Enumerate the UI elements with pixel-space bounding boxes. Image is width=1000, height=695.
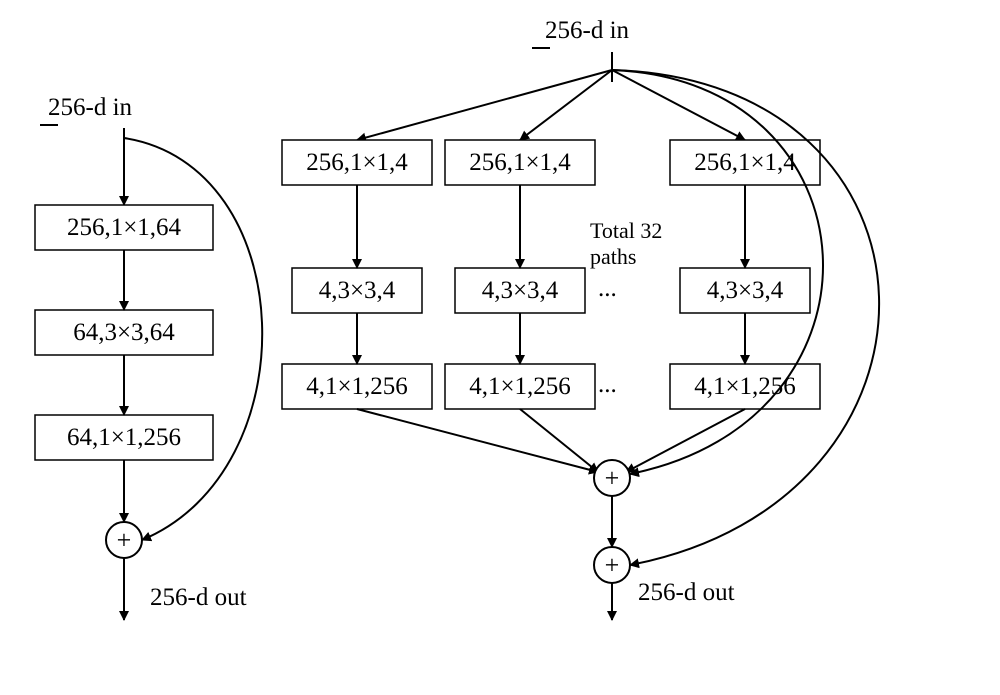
right-sum-1-plus: +: [605, 464, 620, 493]
right-col2-box1-label: 256,1×1,4: [469, 149, 571, 176]
right-input-label: 256-d in: [545, 17, 630, 44]
left-box-1-label: 256,1×1,64: [67, 214, 182, 241]
right-col1-box2-label: 4,3×3,4: [319, 277, 396, 304]
left-sum-plus: +: [117, 526, 132, 555]
right-col2-box3-label: 4,1×1,256: [469, 373, 571, 400]
resnext-diagram: 256-d in 256,1×1,64 64,3×3,64 64,1×1,256 +25…: [0, 0, 1000, 695]
right-split-1: [357, 70, 612, 140]
right-merge-1: [357, 409, 598, 472]
right-annotation-line1: Total 32: [590, 218, 662, 243]
right-sum-2-plus: +: [605, 551, 620, 580]
left-input-label: 256-d in: [48, 94, 133, 121]
right-output-label: 256-d out: [638, 579, 735, 606]
right-col2-box2-label: 4,3×3,4: [482, 277, 559, 304]
right-ellipsis-1: ...: [598, 275, 617, 302]
right-ellipsis-2: ...: [598, 371, 617, 398]
right-col1-box3-label: 4,1×1,256: [306, 373, 408, 400]
left-box-2-label: 64,3×3,64: [73, 319, 175, 346]
right-col3-box1-label: 256,1×1,4: [694, 149, 796, 176]
right-col3-box2-label: 4,3×3,4: [707, 277, 784, 304]
right-split-2: [520, 70, 612, 140]
left-box-3-label: 64,1×1,256: [67, 424, 181, 451]
right-annotation-line2: paths: [590, 244, 636, 269]
right-merge-3: [626, 409, 745, 472]
left-output-label: 256-d out: [150, 584, 247, 611]
right-col1-box1-label: 256,1×1,4: [306, 149, 408, 176]
